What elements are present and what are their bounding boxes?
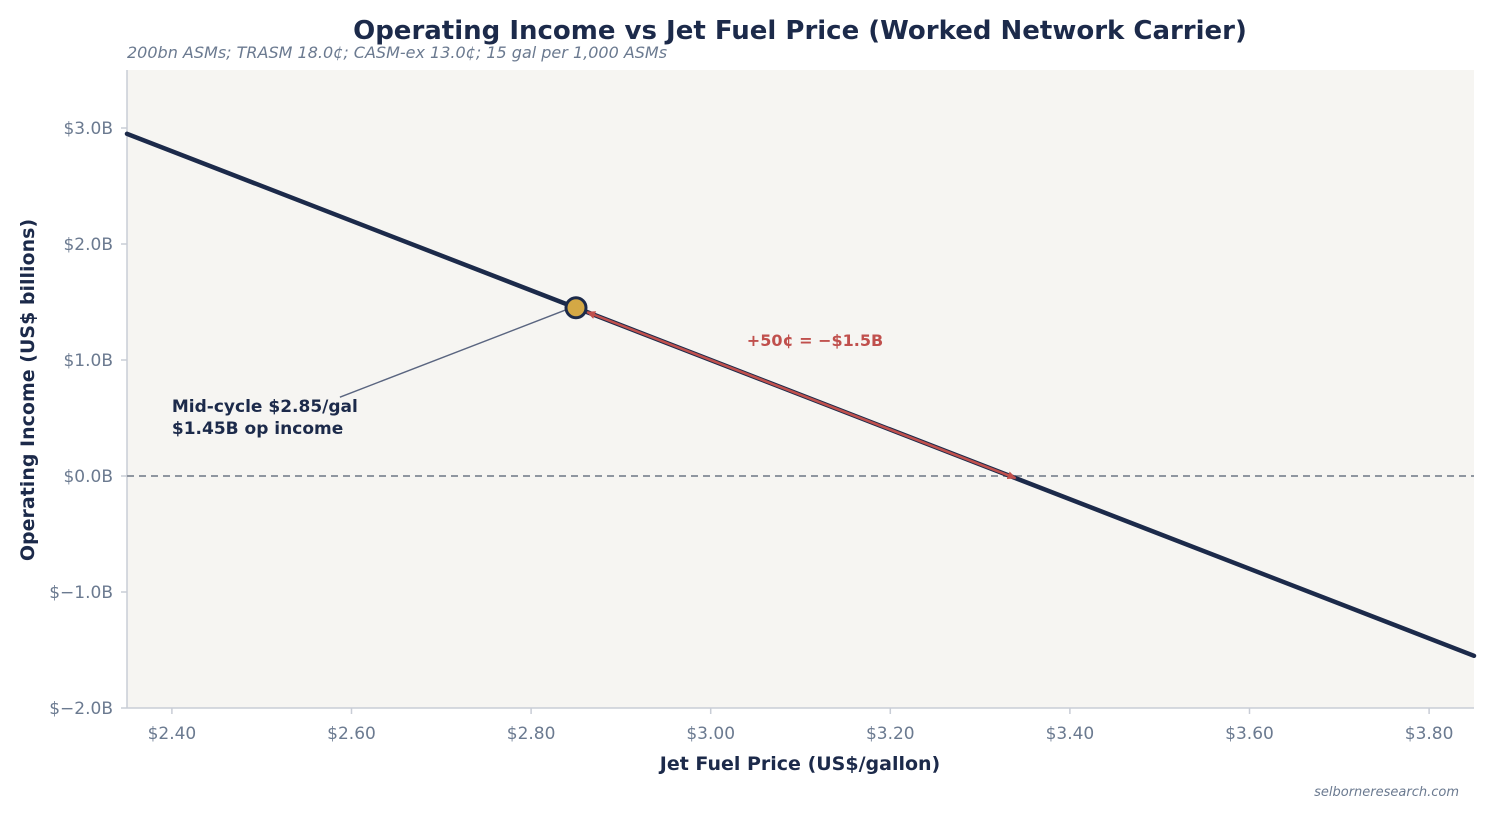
y-tick-label: $−1.0B [49, 583, 113, 603]
x-tick-label: $3.80 [1405, 724, 1454, 744]
sensitivity-arrow-label: +50¢ = −$1.5B [747, 331, 883, 350]
y-tick-label: $3.0B [63, 119, 113, 139]
y-tick-label: $−2.0B [49, 699, 113, 719]
x-tick-label: $3.20 [866, 724, 915, 744]
y-tick-label: $2.0B [63, 235, 113, 255]
x-axis-title: Jet Fuel Price (US$/gallon) [658, 753, 940, 775]
x-tick-label: $3.40 [1046, 724, 1095, 744]
x-ticks: $2.40 $2.60 $2.80 $3.00 $3.20 $3.40 $3.60 $3.80 [148, 708, 1454, 744]
x-tick-label: $3.00 [686, 724, 735, 744]
x-tick-label: $2.40 [148, 724, 197, 744]
y-tick-label: $0.0B [63, 467, 113, 487]
chart-subtitle: 200bn ASMs; TRASM 18.0¢; CASM-ex 13.0¢; … [127, 43, 667, 62]
annotation-leader-line [339, 309, 567, 398]
x-tick-label: $3.60 [1225, 724, 1274, 744]
mid-cycle-income-label: $1.45B op income [172, 419, 343, 439]
x-tick-label: $2.60 [327, 724, 376, 744]
source-credit: selborneresearch.com [1314, 785, 1459, 800]
chart-title: Operating Income vs Jet Fuel Price (Work… [353, 16, 1247, 46]
y-ticks: $−2.0B $−1.0B $0.0B $1.0B $2.0B $3.0B [49, 119, 127, 719]
y-axis-title: Operating Income (US$ billions) [17, 219, 39, 561]
y-tick-label: $1.0B [63, 351, 113, 371]
plot-area [127, 70, 1474, 708]
x-tick-label: $2.80 [507, 724, 556, 744]
mid-cycle-label: Mid-cycle $2.85/gal [172, 397, 358, 417]
mid-cycle-point [564, 296, 588, 320]
sensitivity-arrow [586, 310, 1017, 480]
